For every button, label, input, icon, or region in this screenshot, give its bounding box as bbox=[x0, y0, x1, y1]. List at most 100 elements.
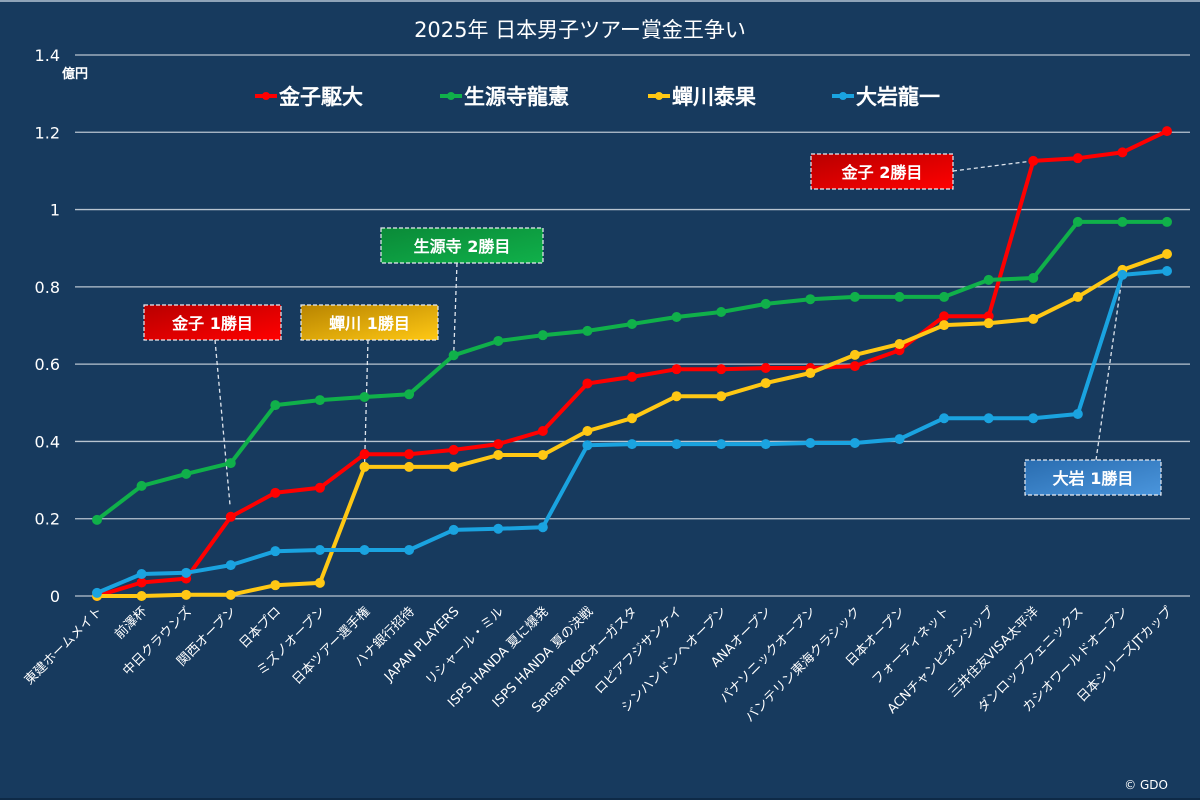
data-point bbox=[404, 389, 415, 400]
y-tick-label: 0.6 bbox=[35, 355, 60, 374]
data-point bbox=[359, 461, 370, 472]
data-point bbox=[849, 437, 860, 448]
data-point bbox=[448, 444, 459, 455]
data-point bbox=[136, 480, 147, 491]
annotation-text: 金子 1勝目 bbox=[171, 314, 253, 333]
data-point bbox=[314, 482, 325, 493]
data-point bbox=[270, 580, 281, 591]
data-point bbox=[359, 391, 370, 402]
legend-label: 生源寺龍憲 bbox=[464, 85, 569, 109]
annotation-callout: 金子 1勝目 bbox=[143, 304, 282, 341]
y-tick-label: 1.2 bbox=[35, 123, 60, 142]
data-point bbox=[716, 391, 727, 402]
data-point bbox=[270, 487, 281, 498]
data-point bbox=[448, 524, 459, 535]
data-point bbox=[314, 577, 325, 588]
series-2 bbox=[92, 249, 1172, 601]
data-point bbox=[716, 439, 727, 450]
data-point bbox=[939, 291, 950, 302]
data-point bbox=[1072, 291, 1083, 302]
legend-label: 蟬川泰果 bbox=[672, 85, 756, 109]
data-point bbox=[92, 514, 102, 525]
data-point bbox=[627, 318, 637, 329]
x-tick-label: 東建ホームメイト bbox=[21, 604, 106, 689]
data-point bbox=[314, 395, 325, 406]
data-point bbox=[314, 545, 325, 556]
annotation-text: 大岩 1勝目 bbox=[1053, 469, 1134, 488]
y-axis-ticks: 0 0.2 0.4 0.6 0.8 1 1.2 1.4 bbox=[35, 46, 60, 606]
legend-label: 金子駆大 bbox=[278, 85, 363, 109]
annotation-box bbox=[300, 304, 439, 341]
annotation-text: 生源寺 2勝目 bbox=[414, 237, 511, 256]
data-point bbox=[627, 413, 637, 424]
annotation-callout: 金子 2勝目 bbox=[810, 153, 954, 190]
legend-item: 蟬川泰果 bbox=[648, 85, 756, 109]
data-point bbox=[1072, 216, 1083, 227]
legend-item: 生源寺龍憲 bbox=[440, 85, 569, 109]
data-point bbox=[225, 458, 236, 469]
data-point bbox=[582, 440, 593, 451]
data-point bbox=[849, 291, 860, 302]
annotation-callout: 生源寺 2勝目 bbox=[380, 227, 544, 264]
data-point bbox=[493, 439, 504, 450]
data-point bbox=[760, 378, 771, 389]
data-point bbox=[760, 298, 771, 309]
data-point bbox=[1162, 266, 1172, 277]
x-tick-label: フォーティネット bbox=[869, 604, 953, 688]
data-point bbox=[1028, 313, 1039, 324]
data-point bbox=[582, 378, 593, 389]
annotation-callout: 蟬川 1勝目 bbox=[300, 304, 439, 341]
annotation-box bbox=[143, 304, 282, 341]
data-point bbox=[805, 294, 816, 305]
y-tick-label: 0 bbox=[50, 587, 60, 606]
copyright: © GDO bbox=[1124, 778, 1168, 792]
x-tick-label: 前澤杯 bbox=[112, 604, 151, 643]
y-tick-label: 1.4 bbox=[35, 46, 60, 65]
data-point bbox=[493, 449, 504, 460]
legend-label: 大岩龍一 bbox=[856, 85, 940, 109]
data-point bbox=[894, 339, 905, 350]
series-1 bbox=[92, 216, 1172, 525]
data-point bbox=[1072, 153, 1083, 164]
data-point bbox=[404, 461, 415, 472]
data-point bbox=[671, 439, 682, 450]
data-point bbox=[1028, 413, 1039, 424]
annotation-leader-line bbox=[363, 339, 369, 467]
annotation-leader-line bbox=[952, 160, 1034, 172]
data-point bbox=[359, 449, 370, 460]
data-point bbox=[849, 361, 860, 372]
data-point bbox=[760, 439, 771, 450]
series-lines bbox=[92, 126, 1172, 601]
legend: 金子駆大 生源寺龍憲 蟬川泰果 大岩龍一 bbox=[255, 85, 940, 109]
legend-item: 金子駆大 bbox=[255, 85, 363, 109]
data-point bbox=[983, 311, 994, 322]
data-point bbox=[1072, 408, 1083, 419]
data-point bbox=[939, 413, 950, 424]
data-point bbox=[225, 589, 236, 600]
data-point bbox=[716, 306, 727, 317]
data-point bbox=[1162, 249, 1172, 260]
data-point bbox=[136, 568, 147, 579]
data-point bbox=[359, 545, 370, 556]
data-point bbox=[671, 311, 682, 322]
data-point bbox=[448, 350, 459, 361]
data-point bbox=[270, 546, 281, 557]
data-point bbox=[270, 400, 281, 411]
data-point bbox=[537, 449, 548, 460]
data-point bbox=[136, 577, 147, 588]
data-point bbox=[181, 589, 192, 600]
data-point bbox=[939, 311, 950, 322]
data-point bbox=[537, 330, 548, 341]
data-point bbox=[983, 413, 994, 424]
annotation-text: 蟬川 1勝目 bbox=[329, 314, 410, 333]
data-point bbox=[493, 523, 504, 534]
data-point bbox=[894, 434, 905, 445]
chart-title: 2025年 日本男子ツアー賞金王争い bbox=[414, 18, 746, 42]
data-point bbox=[181, 468, 192, 479]
data-point bbox=[805, 368, 816, 379]
data-point bbox=[92, 587, 102, 598]
data-point bbox=[1162, 126, 1172, 137]
annotation-box bbox=[1024, 459, 1162, 496]
legend-dot-marker bbox=[839, 92, 847, 100]
